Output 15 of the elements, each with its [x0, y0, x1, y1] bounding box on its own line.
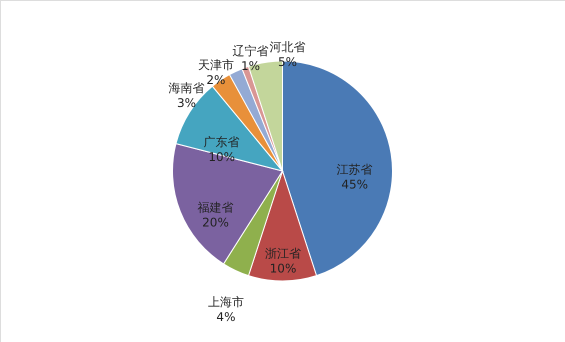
slice-label: 海南省	[168, 81, 205, 95]
slice-label: 广东省	[204, 135, 240, 150]
data-label: 10%	[270, 262, 296, 276]
slice-label: 江苏省	[336, 162, 373, 177]
data-label: 45%	[341, 178, 368, 192]
data-label: 4%	[216, 310, 236, 324]
slice-label: 福建省	[198, 200, 234, 215]
slice-label: 上海市	[208, 295, 244, 310]
data-label: 3%	[177, 96, 196, 110]
slice-label: 河北省	[270, 40, 306, 54]
data-label: 1%	[240, 59, 260, 74]
slice-label: 天津市	[198, 58, 234, 72]
slice-label: 浙江省	[265, 246, 301, 261]
data-label: 20%	[202, 216, 229, 230]
slice-label: 辽宁省	[232, 44, 268, 58]
